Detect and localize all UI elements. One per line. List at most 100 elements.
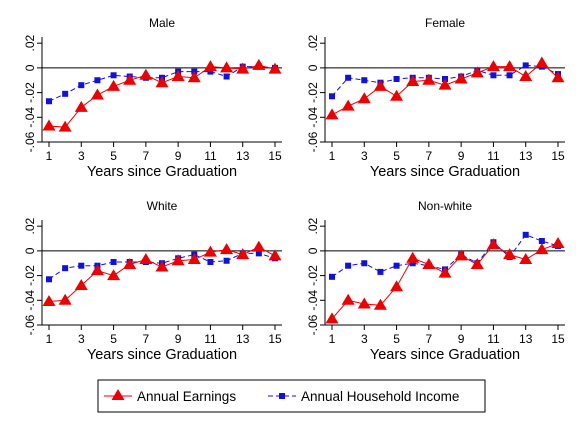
earnings-point [90,264,104,276]
legend-box [97,379,486,413]
earnings-point [551,236,565,248]
x-tick-label: 9 [175,149,182,163]
household-point [255,250,262,257]
earnings-point [373,298,387,310]
household-point [94,77,101,84]
x-tick-label: 11 [487,332,500,346]
earnings-point [357,92,371,104]
x-tick-label: 3 [78,149,85,163]
household-series-line [48,66,276,102]
earnings-point [519,70,533,82]
y-tick-label: .02 [306,218,320,235]
legend-earnings-marker [111,389,125,400]
earnings-point [236,62,250,74]
y-tick-label: -.02 [306,265,320,286]
earnings-point [470,66,484,78]
earnings-point [503,60,517,72]
x-tick-label: 7 [426,332,433,346]
earnings-point [139,68,153,80]
earnings-point [406,74,420,86]
earnings-point [341,293,355,305]
x-axis-title: Years since Graduation [370,347,520,363]
earnings-point [252,58,266,70]
household-point [78,82,85,89]
y-tick-label: -.02 [306,82,320,103]
panel-non-white: Non-white-.06-.04-.020.021 3 5 7 9 11 13 15Year… [306,199,565,363]
x-tick-label: 13 [519,149,533,163]
x-tick-label: 15 [551,332,565,346]
earnings-point [139,253,153,265]
earnings-point [203,60,217,72]
y-tick-label: 0 [306,247,320,254]
household-point [62,90,69,97]
legend-household-label: Annual Household Income [301,389,459,404]
household-point [110,259,117,265]
earnings-point [325,312,339,324]
household-series-line [48,252,276,280]
earnings-point [58,293,72,305]
x-tick-label: 3 [78,332,85,346]
household-point [329,273,335,280]
x-tick-label: 5 [110,332,117,346]
y-tick-label: -.04 [23,107,37,128]
y-tick-label: -.02 [23,265,37,286]
household-point [393,262,400,269]
y-tick-label: 0 [23,64,37,71]
earnings-point [203,245,217,257]
earnings-point [325,108,339,120]
household-point [409,260,416,267]
household-point [345,262,352,269]
x-axis-title: Years since Graduation [370,164,520,180]
household-point [46,276,52,283]
panel-title: Male [149,16,175,30]
household-point [46,98,52,105]
y-tick-label: 0 [306,64,320,71]
earnings-point [42,295,56,307]
household-point [207,68,214,75]
earnings-point [535,243,549,255]
household-point [522,231,529,238]
earnings-point [187,253,201,265]
earnings-point [406,251,420,263]
household-point [393,76,400,82]
earnings-point [74,278,88,290]
household-point [223,257,230,264]
earnings-point [357,297,371,309]
x-axis-title: Years since Graduation [87,347,237,363]
x-tick-label: 5 [110,149,117,163]
x-axis-title: Years since Graduation [87,164,237,180]
x-tick-label: 7 [143,149,150,163]
earnings-point [422,257,436,269]
earnings-point [470,257,484,269]
x-tick-label: 5 [393,149,400,163]
earnings-point [438,78,452,90]
x-tick-label: 1 [46,332,53,346]
household-point [62,265,69,272]
earnings-point [422,73,436,85]
earnings-point [535,56,549,68]
x-tick-label: 1 [46,149,53,163]
household-point [506,72,513,79]
earnings-point [123,73,137,85]
x-tick-label: 1 [329,332,336,346]
y-tick-label: .02 [23,35,37,52]
earnings-point [268,249,282,261]
earnings-point [454,72,468,84]
earnings-point [90,88,104,100]
household-point [490,72,497,79]
panel-title: White [147,199,178,213]
earnings-point [187,71,201,83]
earnings-point [503,248,517,260]
household-point [223,73,230,80]
x-tick-label: 9 [458,332,465,346]
x-tick-label: 7 [426,149,433,163]
earnings-point [454,249,468,261]
x-tick-label: 13 [236,332,250,346]
panel-title: Non-white [418,199,472,213]
earnings-point [123,257,137,269]
earnings-point [438,266,452,278]
household-point [522,62,529,69]
